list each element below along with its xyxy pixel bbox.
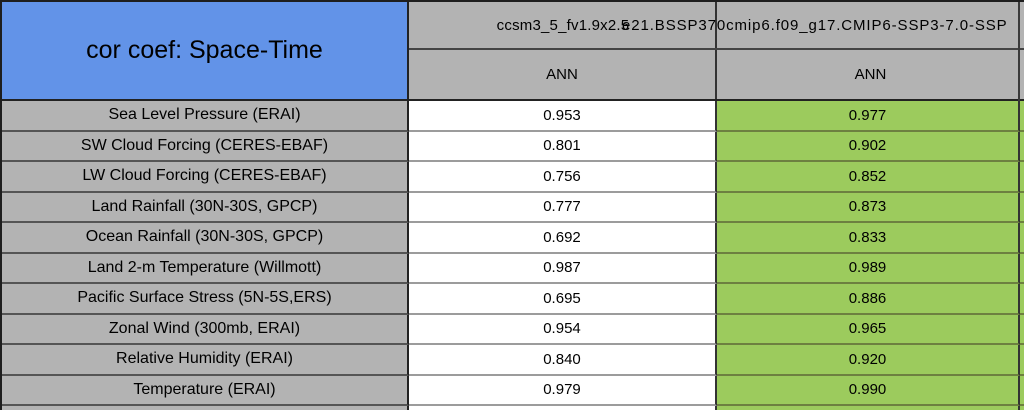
page-title: cor coef: Space-Time bbox=[86, 36, 323, 64]
value-cell-model1: 0.777 bbox=[409, 192, 717, 223]
value-cell-model2: 0.852 bbox=[717, 162, 1020, 193]
table-row: Land Rainfall (30N-30S, GPCP) 0.777 0.873 bbox=[2, 192, 1024, 223]
value-cell-model1: 0.692 bbox=[409, 223, 717, 254]
table-row: Relative Humidity (ERAI) 0.840 0.920 bbox=[2, 345, 1024, 376]
value-cell-model1: 0.695 bbox=[409, 284, 717, 315]
model-name-2: e21.BSSP370cmip6.f09_g17.CMIP6-SSP3-7.0-… bbox=[622, 17, 1008, 34]
clipped-next-column bbox=[1020, 314, 1024, 345]
row-label: Land 2-m Temperature (Willmott) bbox=[2, 253, 409, 284]
clipped-next-column bbox=[1020, 253, 1024, 284]
row-label: Zonal Wind (300mb, ERAI) bbox=[2, 314, 409, 345]
season-header-row: ANN ANN bbox=[409, 50, 1024, 101]
row-label: Land Rainfall (30N-30S, GPCP) bbox=[2, 192, 409, 223]
value-cell-model1: 0.953 bbox=[409, 101, 717, 132]
clipped-next-column bbox=[1020, 131, 1024, 162]
clipped-next-column bbox=[1020, 162, 1024, 193]
value-cell-model1: 0.987 bbox=[409, 253, 717, 284]
model-header-cell-1 bbox=[409, 2, 717, 48]
model-header-row bbox=[409, 2, 1024, 50]
value-cell-model1: 0.954 bbox=[409, 314, 717, 345]
season-header-1: ANN bbox=[409, 50, 717, 99]
value-cell-model2: 0.965 bbox=[717, 314, 1020, 345]
model-header-cell-2 bbox=[717, 2, 1024, 48]
clipped-next-column bbox=[1020, 406, 1024, 410]
row-label: SW Cloud Forcing (CERES-EBAF) bbox=[2, 131, 409, 162]
table-row: Sea Level Pressure (ERAI) 0.953 0.977 bbox=[2, 101, 1024, 132]
table-row: Pacific Surface Stress (5N-5S,ERS) 0.695 0… bbox=[2, 284, 1024, 315]
value-cell-clipped bbox=[409, 406, 717, 410]
table-title-cell: cor coef: Space-Time bbox=[2, 2, 409, 101]
table-row: Zonal Wind (300mb, ERAI) 0.954 0.965 bbox=[2, 314, 1024, 345]
value-cell-model2: 0.886 bbox=[717, 284, 1020, 315]
value-cell-model2: 0.833 bbox=[717, 223, 1020, 254]
clipped-table-row bbox=[2, 406, 1024, 410]
row-label: Relative Humidity (ERAI) bbox=[2, 345, 409, 376]
table-row: SW Cloud Forcing (CERES-EBAF) 0.801 0.902 bbox=[2, 131, 1024, 162]
clipped-next-column bbox=[1020, 192, 1024, 223]
table-row: Land 2-m Temperature (Willmott) 0.987 0.98… bbox=[2, 253, 1024, 284]
row-label: LW Cloud Forcing (CERES-EBAF) bbox=[2, 162, 409, 193]
value-cell-model1: 0.801 bbox=[409, 131, 717, 162]
value-cell-model2: 0.989 bbox=[717, 253, 1020, 284]
clipped-next-column bbox=[1020, 284, 1024, 315]
value-cell-model1: 0.840 bbox=[409, 345, 717, 376]
row-label: Sea Level Pressure (ERAI) bbox=[2, 101, 409, 132]
value-cell-model1: 0.979 bbox=[409, 375, 717, 406]
clipped-next-column bbox=[1020, 345, 1024, 376]
value-cell-model2: 0.977 bbox=[717, 101, 1020, 132]
clipped-next-column bbox=[1020, 101, 1024, 132]
row-label: Pacific Surface Stress (5N-5S,ERS) bbox=[2, 284, 409, 315]
value-cell-model2: 0.990 bbox=[717, 375, 1020, 406]
value-cell-model2: 0.902 bbox=[717, 131, 1020, 162]
table-row: LW Cloud Forcing (CERES-EBAF) 0.756 0.852 bbox=[2, 162, 1024, 193]
value-cell-model2: 0.920 bbox=[717, 345, 1020, 376]
table-row: Ocean Rainfall (30N-30S, GPCP) 0.692 0.833 bbox=[2, 223, 1024, 254]
value-cell-model2: 0.873 bbox=[717, 192, 1020, 223]
row-label: Ocean Rainfall (30N-30S, GPCP) bbox=[2, 223, 409, 254]
value-cell-clipped bbox=[717, 406, 1020, 410]
clipped-next-column bbox=[1020, 223, 1024, 254]
table-right-border bbox=[1018, 2, 1020, 101]
table-row: Temperature (ERAI) 0.979 0.990 bbox=[2, 375, 1024, 406]
model-name-1: ccsm3_5_fv1.9x2.5 bbox=[496, 17, 630, 34]
value-cell-model1: 0.756 bbox=[409, 162, 717, 193]
row-label: Temperature (ERAI) bbox=[2, 375, 409, 406]
clipped-next-column bbox=[1020, 375, 1024, 406]
table-body: Sea Level Pressure (ERAI) 0.953 0.977 SW Cl… bbox=[2, 101, 1024, 410]
season-header-2: ANN bbox=[717, 50, 1024, 99]
row-label-clipped bbox=[2, 406, 409, 410]
